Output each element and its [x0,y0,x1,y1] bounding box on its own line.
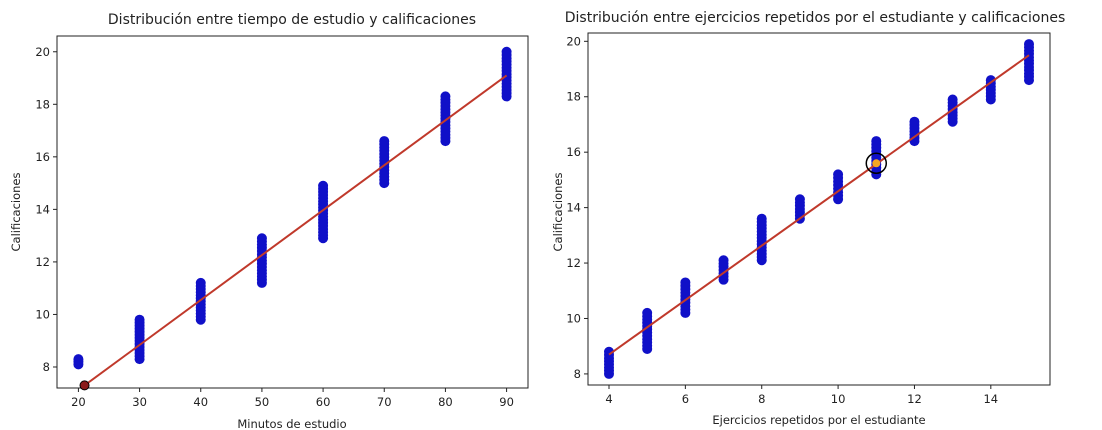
data-point [985,75,996,86]
y-tick-label: 12 [566,256,581,270]
highlight-marker [872,159,881,168]
y-ticks: 8 10 12 14 16 18 20 [35,45,57,374]
y-tick-label: 18 [566,90,581,104]
y-tick-label: 14 [35,202,50,216]
x-tick-label: 40 [193,395,208,409]
chart-study-time: Distribución entre tiempo de estudio y c… [9,12,529,430]
data-point [642,307,653,318]
y-tick-label: 8 [43,360,50,374]
x-tick-label: 10 [831,392,846,406]
x-tick-label: 8 [758,392,765,406]
y-tick-label: 20 [566,34,581,48]
x-tick-label: 70 [377,395,392,409]
y-ticks: 8 10 12 14 16 18 20 [566,34,588,381]
y-tick-label: 20 [35,45,50,59]
highlight-ring [865,152,888,175]
x-tick-label: 30 [132,395,147,409]
y-axis-label: Calificaciones [9,173,23,252]
chart-exercises: Distribución entre ejercicios repetidos … [551,10,1066,427]
plot-frame [587,32,1051,386]
data-point [501,46,512,57]
y-tick-label: 10 [566,311,581,325]
data-point [73,354,84,365]
x-tick-label: 4 [605,392,612,406]
data-point [379,136,390,147]
data-point [756,213,767,224]
data-point [604,346,614,357]
data-point [440,91,451,102]
chart-title: Distribución entre ejercicios repetidos … [565,10,1066,26]
highlight-marker [79,380,90,391]
data-point [833,169,844,180]
x-tick-label: 60 [316,395,331,409]
y-tick-label: 18 [35,97,50,111]
x-tick-label: 6 [682,392,689,406]
regression-line [83,74,508,387]
data-point [1024,39,1034,50]
data-point [256,233,267,244]
data-point [134,314,145,325]
fit-line-group [79,74,508,391]
data-point [680,277,691,288]
data-point [871,136,882,147]
data-point [195,277,206,288]
data-point [318,180,329,191]
y-tick-label: 10 [35,307,50,321]
data-point [718,255,729,266]
chart-title: Distribución entre tiempo de estudio y c… [108,12,476,28]
y-tick-label: 12 [35,255,50,269]
x-axis-label: Ejercicios repetidos por el estudiante [712,413,925,427]
data-point [947,94,958,105]
data-point [909,116,920,127]
y-tick-label: 16 [566,145,581,159]
x-tick-label: 14 [983,392,998,406]
fit-line-group [608,54,1030,356]
regression-line [608,54,1030,356]
plot-frame [56,35,529,389]
scatter-points [73,46,512,370]
x-tick-label: 90 [499,395,514,409]
x-ticks: 4 6 8 10 12 14 [605,385,998,406]
x-tick-label: 20 [71,395,86,409]
x-tick-label: 12 [907,392,922,406]
x-ticks: 20 30 40 50 60 70 80 90 [71,388,514,409]
x-tick-label: 50 [255,395,270,409]
data-point [794,194,805,205]
scatter-points [604,39,1034,379]
x-tick-label: 80 [438,395,453,409]
y-axis-label: Calificaciones [551,173,565,252]
y-tick-label: 14 [566,201,581,215]
y-tick-label: 8 [574,367,581,381]
x-axis-label: Minutos de estudio [237,417,346,430]
y-tick-label: 16 [35,150,50,164]
